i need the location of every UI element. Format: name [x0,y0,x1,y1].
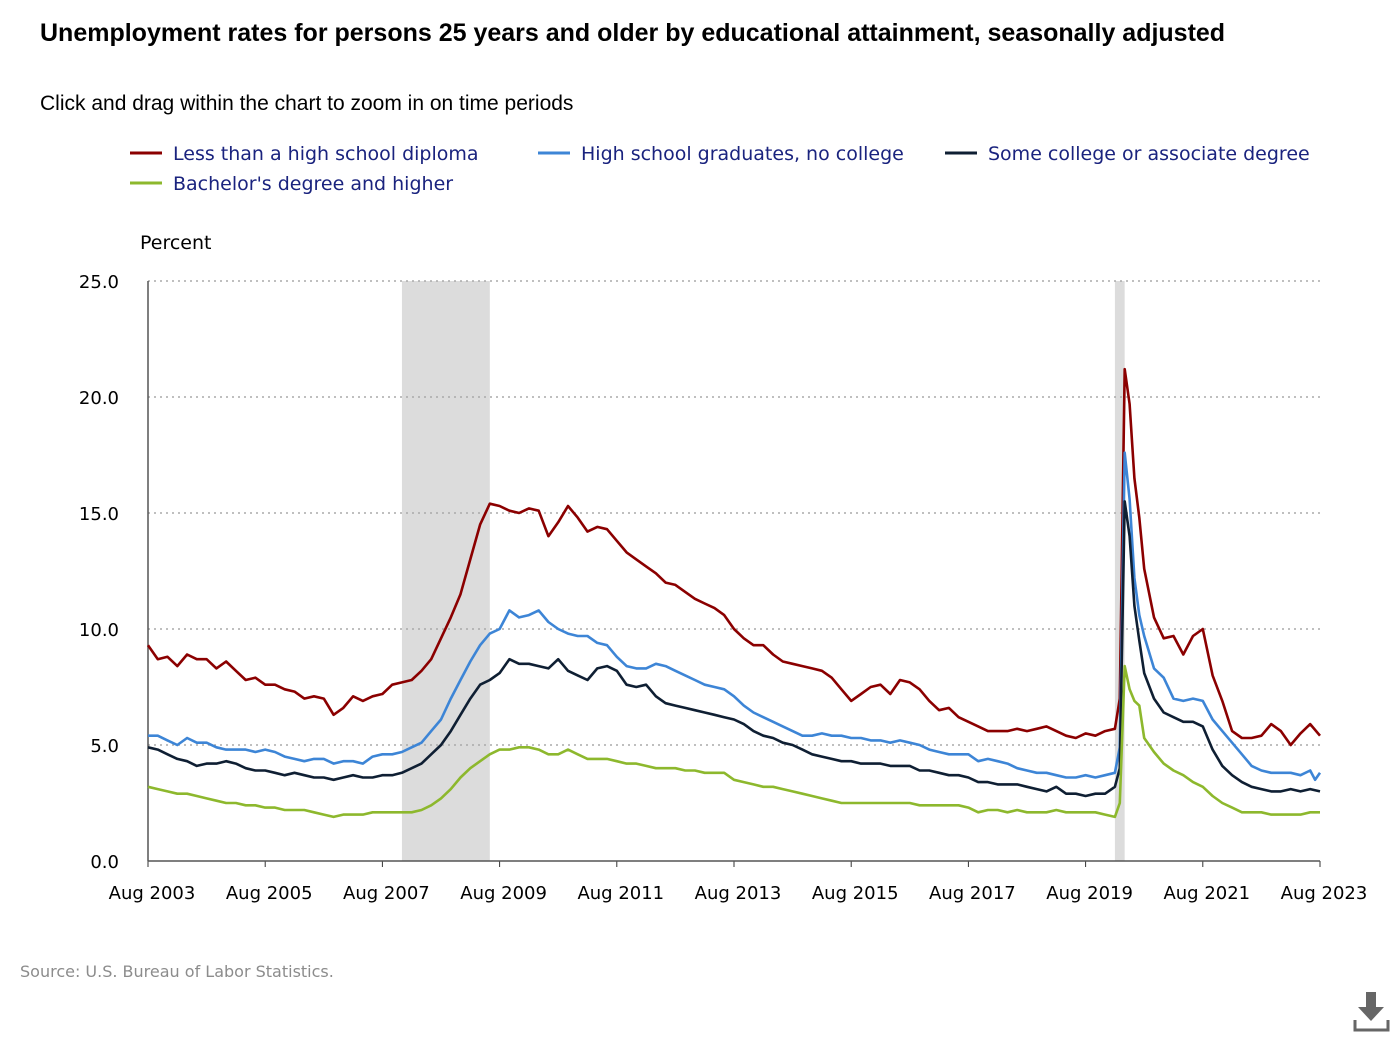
chart-subtitle: Click and drag within the chart to zoom … [40,92,574,115]
chart-title: Unemployment rates for persons 25 years … [40,19,1226,47]
legend: Less than a high school diploma High scho… [130,143,1310,195]
y-axis-ticks: 0.0 5.0 10.0 15.0 20.0 25.0 [79,272,119,873]
axes [147,281,1320,862]
y-tick-label: 15.0 [79,504,119,525]
x-tick-label: Aug 2023 [1281,883,1368,904]
series-line-0 [146,367,1321,747]
y-tick-label: 25.0 [79,272,119,293]
legend-label: Less than a high school diploma [173,143,479,165]
legend-item-1[interactable]: High school graduates, no college [538,143,904,165]
series-line-2 [147,500,1321,798]
x-tick-label: Aug 2021 [1163,883,1250,904]
y-tick-label: 0.0 [90,852,119,873]
x-tick-label: Aug 2007 [343,883,430,904]
legend-label: High school graduates, no college [581,143,904,165]
series-line-1 [148,451,1322,782]
y-tick-label: 5.0 [90,736,119,757]
legend-item-3[interactable]: Bachelor's degree and higher [130,173,453,195]
x-tick-label: Aug 2005 [226,883,313,904]
recession-band-0 [401,281,490,861]
y-tick-label: 20.0 [79,388,119,409]
x-tick-label: Aug 2019 [1046,883,1133,904]
series-line-3 [147,664,1320,819]
x-tick-label: Aug 2011 [577,883,664,904]
x-tick-label: Aug 2015 [812,883,899,904]
x-tick-label: Aug 2003 [109,883,196,904]
download-icon[interactable] [1350,990,1394,1034]
source-note: Source: U.S. Bureau of Labor Statistics. [20,962,334,981]
recession-band-1 [1114,281,1125,861]
series-lines[interactable] [146,367,1322,819]
x-tick-label: Aug 2009 [460,883,547,904]
legend-item-0[interactable]: Less than a high school diploma [130,143,479,165]
x-tick-label: Aug 2017 [929,883,1016,904]
legend-label: Some college or associate degree [988,143,1310,165]
x-tick-label: Aug 2013 [695,883,782,904]
legend-label: Bachelor's degree and higher [173,173,453,195]
x-axis-ticks: Aug 2003 Aug 2005 Aug 2007 Aug 2009 Aug 2011… [109,861,1368,904]
y-axis-label: Percent [140,232,212,254]
legend-item-2[interactable]: Some college or associate degree [945,143,1310,165]
y-tick-label: 10.0 [79,620,119,641]
recession-shading [401,281,1125,861]
